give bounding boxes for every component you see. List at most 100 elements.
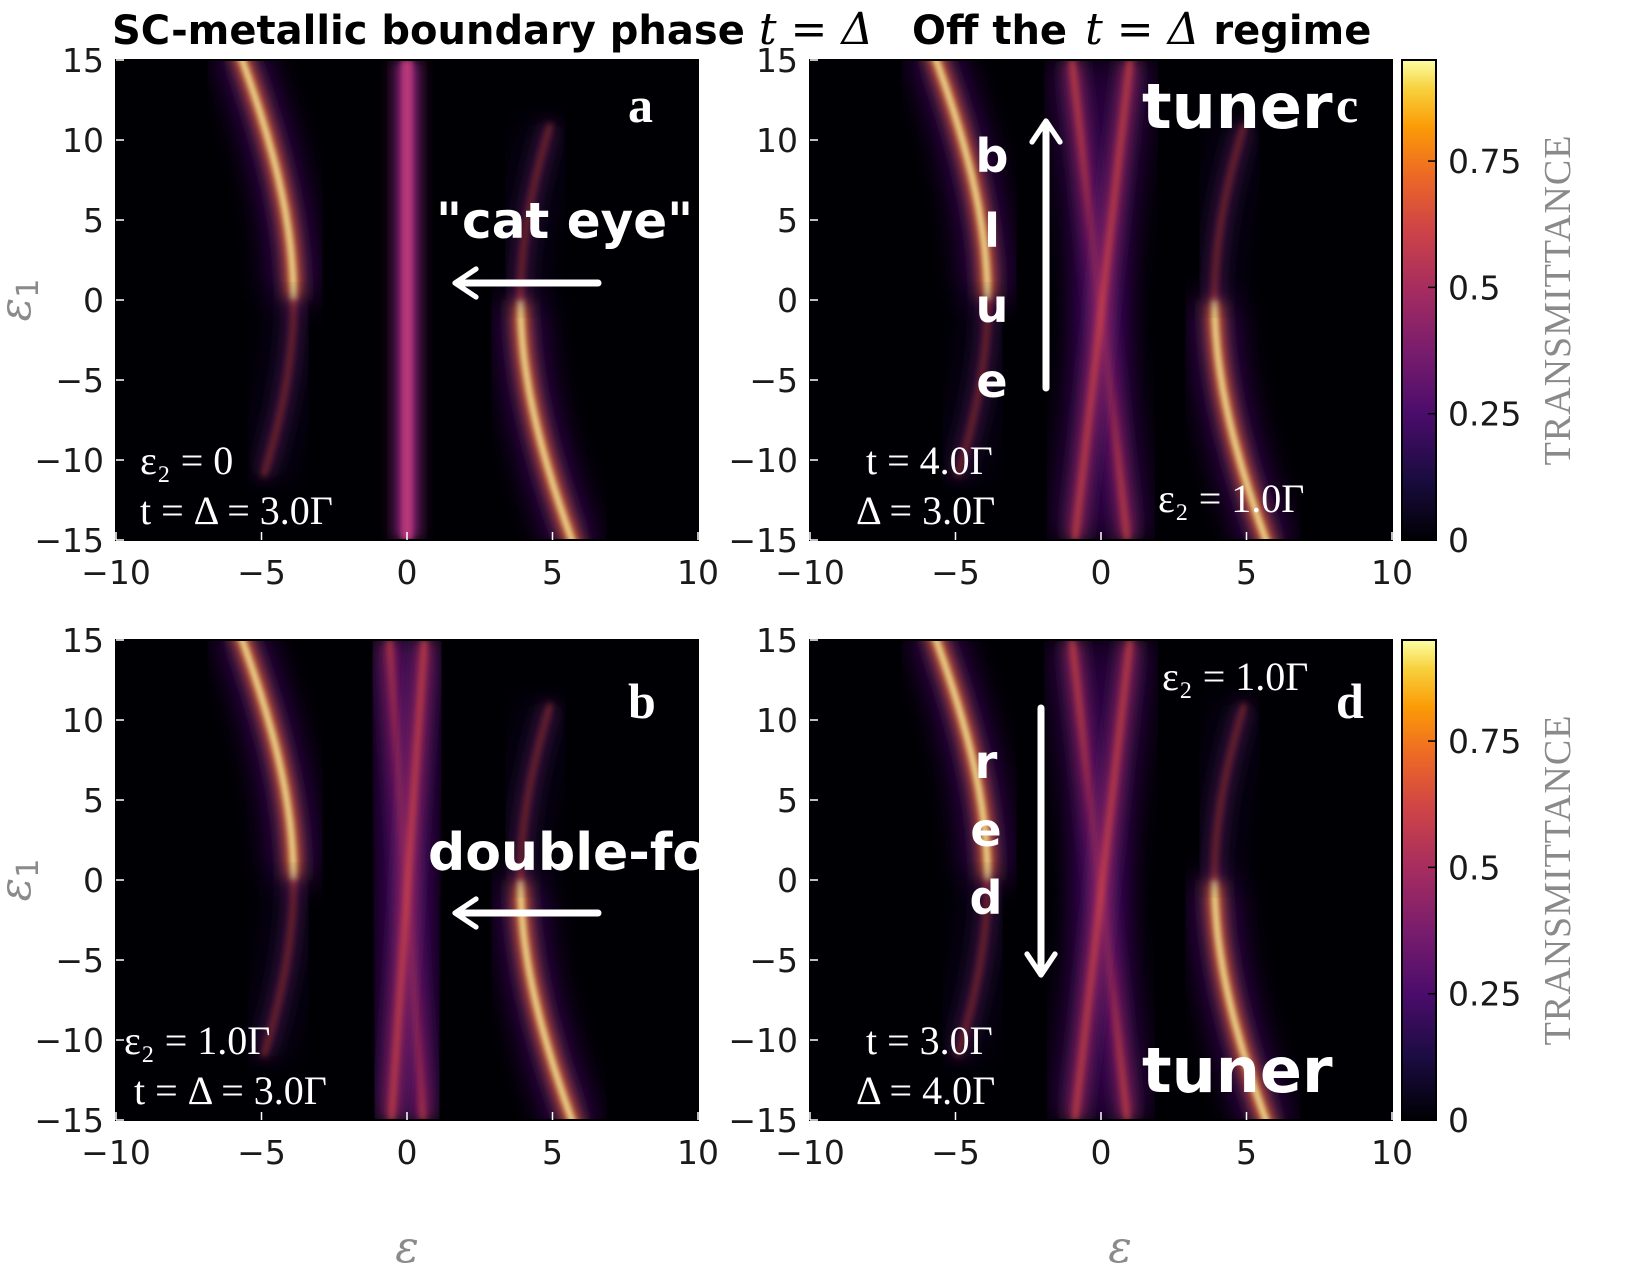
y-tick-label: 15: [756, 621, 798, 660]
annotation-delta: Δ = 4.0Γ: [856, 1068, 995, 1113]
x-axis-label: ε: [1108, 1222, 1132, 1273]
y-tick-label: 10: [62, 701, 104, 740]
central-line: [393, 60, 421, 540]
callout-cat-eye: "cat eye": [436, 192, 693, 250]
right-branch-upper: [500, 698, 570, 880]
y-tick-label: −10: [728, 1021, 798, 1060]
y-tick-label: −15: [728, 521, 798, 560]
y-tick-label: 15: [62, 41, 104, 80]
label-tuner: tuner: [1142, 70, 1333, 143]
right-branch-lower: [1194, 880, 1288, 1120]
y-tick-label: −5: [749, 361, 798, 400]
x-tick-label: 5: [542, 553, 563, 592]
x-tick-label: −5: [237, 553, 286, 592]
y-tick-label: 0: [83, 861, 104, 900]
vertical-letter: b: [976, 129, 1009, 183]
x-tick-label: 10: [1371, 1133, 1413, 1172]
left-branch-upper: [220, 640, 314, 880]
y-tick-label: −5: [55, 361, 104, 400]
x-tick-label: 10: [1371, 553, 1413, 592]
annotation-epsilon2: ε₂ = 1.0Γ: [1162, 654, 1308, 699]
right-branch-lower: [1194, 300, 1288, 540]
colorbar-tick-label: 0.75: [1448, 722, 1521, 761]
annotation-t-delta: t = Δ = 3.0Γ: [134, 1068, 327, 1113]
x-tick-label: −5: [931, 1133, 980, 1172]
y-tick-label: 5: [777, 781, 798, 820]
annotation-epsilon2: ε₂ = 0: [140, 438, 233, 483]
y-tick-label: 5: [83, 201, 104, 240]
plot-content: [220, 60, 594, 540]
y-tick-label: −5: [749, 941, 798, 980]
y-tick-label: 0: [83, 281, 104, 320]
annotation-epsilon2: ε₂ = 1.0Γ: [124, 1018, 270, 1063]
left-branch-lower: [938, 300, 1008, 482]
plot-content: [914, 60, 1288, 540]
y-tick-label: 10: [756, 701, 798, 740]
x-tick-label: 0: [1091, 553, 1112, 592]
vertical-letter: e: [970, 803, 1001, 857]
panel-letter-b: b: [628, 673, 656, 729]
annotation-t-delta: t = Δ = 3.0Γ: [140, 488, 333, 533]
y-tick-label: 5: [83, 781, 104, 820]
panel-letter-d: d: [1336, 673, 1364, 729]
left-branch-upper: [220, 60, 314, 300]
vertical-letter: u: [976, 279, 1009, 333]
y-tick-label: −15: [728, 1101, 798, 1140]
y-tick-label: −5: [55, 941, 104, 980]
left-branch-upper: [914, 640, 1008, 880]
colorbar-tick-label: 0: [1448, 521, 1469, 560]
colorbar-label: TRANSMITTANCE: [1537, 135, 1579, 466]
left-branch-lower: [244, 880, 314, 1062]
colorbar-gradient: [1401, 59, 1437, 541]
annotation-t: t = 3.0Γ: [866, 1018, 993, 1063]
panel-letter-c: c: [1336, 77, 1358, 133]
colorbar-tick-label: 0.5: [1448, 268, 1500, 307]
colorbar: 0 0.25 0.5 0.75 TRANSMITTANCE: [1401, 59, 1579, 560]
x-tick-label: −5: [237, 1133, 286, 1172]
x-tick-label: 5: [1236, 553, 1257, 592]
y-tick-label: 10: [756, 121, 798, 160]
colorbar: 0 0.25 0.5 0.75 TRANSMITTANCE: [1401, 639, 1579, 1140]
plot-content: [220, 640, 594, 1120]
central-line-2: [371, 640, 445, 1120]
colorbar-tick-label: 0.25: [1448, 395, 1521, 434]
y-axis-label: ε1: [0, 279, 46, 322]
x-tick-label: −10: [81, 1133, 151, 1172]
colorbar-tick-label: 0.5: [1448, 848, 1500, 887]
annotation-delta: Δ = 3.0Γ: [856, 488, 995, 533]
y-tick-label: 15: [62, 621, 104, 660]
y-tick-label: 0: [777, 861, 798, 900]
y-tick-label: −10: [34, 441, 104, 480]
colorbar-tick-label: 0: [1448, 1101, 1469, 1140]
colorbar-label: TRANSMITTANCE: [1537, 715, 1579, 1046]
x-axis-label: ε: [395, 1222, 419, 1273]
x-tick-label: 0: [397, 1133, 418, 1172]
annotation-t: t = 4.0Γ: [866, 438, 993, 483]
right-branch-lower: [500, 880, 594, 1120]
y-tick-label: 15: [756, 41, 798, 80]
x-tick-label: 0: [397, 553, 418, 592]
right-branch-upper: [1194, 118, 1264, 300]
left-branch-upper: [914, 60, 1008, 300]
left-branch-lower: [244, 300, 314, 482]
y-tick-label: −15: [34, 521, 104, 560]
right-branch-upper: [1194, 698, 1264, 880]
annotation-epsilon2: ε₂ = 1.0Γ: [1158, 476, 1304, 521]
colorbar-gradient: [1401, 639, 1437, 1121]
label-tuner: tuner: [1142, 1034, 1333, 1107]
panel-letter-a: a: [628, 77, 653, 133]
title-left: SC-metallic boundary phase t = Δ: [112, 4, 873, 55]
y-tick-label: 10: [62, 121, 104, 160]
vertical-letter: r: [975, 735, 998, 789]
y-tick-label: 5: [777, 201, 798, 240]
vertical-letter: l: [984, 204, 1000, 258]
right-branch-lower: [500, 300, 594, 540]
callout-double-fork: double-fork: [428, 823, 770, 883]
y-axis-label: ε1: [0, 859, 46, 902]
